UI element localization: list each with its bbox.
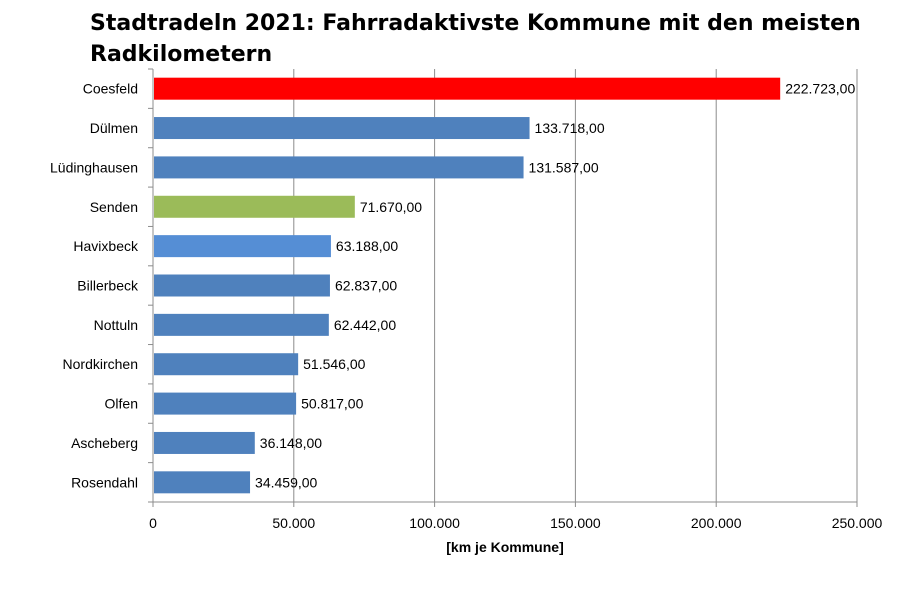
bar-ascheberg (154, 431, 255, 454)
value-label: 222.723,00 (785, 81, 855, 97)
value-label: 71.670,00 (360, 199, 422, 215)
axes (148, 68, 858, 507)
category-label: Dülmen (90, 120, 138, 136)
category-label: Rosendahl (71, 474, 138, 490)
bar-billerbeck (154, 274, 330, 297)
value-label: 36.148,00 (260, 435, 322, 451)
bar-nottuln (154, 313, 329, 336)
category-label: Havixbeck (73, 238, 139, 254)
bar-coesfeld (154, 77, 781, 100)
value-label: 34.459,00 (255, 474, 317, 490)
value-label: 133.718,00 (535, 120, 605, 136)
category-label: Nordkirchen (63, 356, 138, 372)
chart-title: Stadtradeln 2021: Fahrradaktivste Kommun… (90, 11, 861, 67)
x-tick-label: 250.000 (832, 515, 883, 531)
category-label: Coesfeld (83, 81, 138, 97)
bar-lüdinghausen (154, 156, 524, 179)
bar-rosendahl (154, 471, 251, 494)
category-label: Lüdinghausen (50, 159, 138, 175)
category-label: Nottuln (94, 317, 138, 333)
value-label: 50.817,00 (301, 396, 363, 412)
bar-havixbeck (154, 235, 331, 258)
category-label: Billerbeck (77, 278, 139, 294)
x-tick-label: 100.000 (409, 515, 460, 531)
x-tick-label: 150.000 (550, 515, 601, 531)
value-label: 62.837,00 (335, 278, 397, 294)
value-label: 131.587,00 (529, 159, 599, 175)
category-label: Senden (90, 199, 138, 215)
x-tick-label: 200.000 (691, 515, 742, 531)
bar-senden (154, 195, 355, 218)
x-tick-label: 0 (149, 515, 157, 531)
bar-dülmen (154, 117, 530, 140)
bar-nordkirchen (154, 353, 299, 376)
bars (154, 77, 781, 494)
value-label: 62.442,00 (334, 317, 396, 333)
category-label: Olfen (105, 396, 138, 412)
labels: 0 50.000 100.000 150.000 200.000 250.000 Coesf… (50, 81, 883, 531)
value-label: 51.546,00 (303, 356, 365, 372)
value-label: 63.188,00 (336, 238, 398, 254)
bar-olfen (154, 392, 297, 415)
x-axis-title: [km je Kommune] (446, 539, 563, 555)
category-label: Ascheberg (71, 435, 138, 451)
x-tick-label: 50.000 (272, 515, 315, 531)
